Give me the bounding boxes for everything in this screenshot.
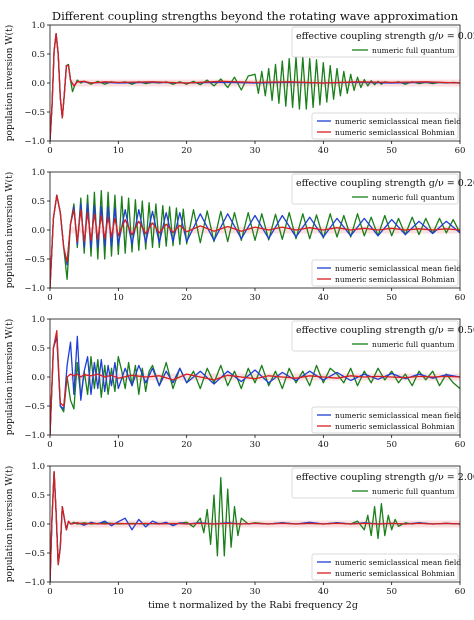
subplot-1: 0 10 20 30 40 50 60 −1.0 −0.5 0.0 0.5 1.0 population… (4, 21, 474, 156)
figure-title: Different coupling strengths beyond the … (52, 9, 459, 23)
y-tick-label: 0.0 (31, 520, 45, 530)
x-tick-label: 0 (47, 440, 52, 450)
x-tick-label: 20 (181, 293, 192, 303)
legend-label-bohmian: numeric semiclassical Bohmian (335, 128, 455, 137)
y-tick-label: 1.0 (31, 168, 45, 178)
x-tick-label: 0 (47, 587, 52, 597)
x-tick-label: 40 (318, 440, 329, 450)
legend-label-mean-field: numeric semiclassical mean field (335, 264, 461, 273)
y-tick-label: 0.5 (31, 197, 45, 207)
y-axis-label: population inversion W(t) (4, 466, 15, 582)
subplot-4: 0 10 20 30 40 50 60 −1.0 −0.5 0.0 0.5 1.0 population… (4, 462, 474, 597)
x-tick-label: 0 (47, 146, 52, 156)
legend-label-full-quantum: numeric full quantum (372, 46, 454, 55)
legend-label-mean-field: numeric semiclassical mean field (335, 411, 461, 420)
legend-label-full-quantum: numeric full quantum (372, 193, 454, 202)
y-axis-label: population inversion W(t) (4, 25, 15, 141)
x-tick-label: 60 (455, 587, 466, 597)
series-line-bohmian (50, 471, 460, 582)
x-tick-label: 50 (386, 587, 397, 597)
y-tick-label: 1.0 (31, 21, 45, 31)
x-tick-label: 50 (386, 440, 397, 450)
y-tick-label: 0.0 (31, 226, 45, 236)
series-line-bohmian (50, 194, 460, 288)
y-tick-label: −1.0 (24, 137, 45, 147)
coupling-label: effective coupling strength g/ν = 0.02 (296, 31, 474, 42)
x-tick-label: 40 (318, 293, 329, 303)
x-tick-label: 10 (113, 146, 124, 156)
legend-label-mean-field: numeric semiclassical mean field (335, 117, 461, 126)
y-tick-label: 0.0 (31, 79, 45, 89)
x-tick-label: 10 (113, 293, 124, 303)
x-tick-label: 50 (386, 146, 397, 156)
legend-label-bohmian: numeric semiclassical Bohmian (335, 275, 455, 284)
y-tick-label: −1.0 (24, 431, 45, 441)
y-tick-label: 0.5 (31, 50, 45, 60)
legend-bottom: numeric semiclassical mean field numeric … (311, 406, 461, 434)
y-tick-label: 0.5 (31, 344, 45, 354)
legend-top: effective coupling strength g/ν = 0.02 nu… (291, 26, 474, 58)
legend-top: effective coupling strength g/ν = 0.20 nu… (291, 173, 474, 205)
x-tick-label: 10 (113, 587, 124, 597)
x-tick-label: 0 (47, 293, 52, 303)
series-line-mean-field (50, 335, 460, 435)
legend-label-mean-field: numeric semiclassical mean field (335, 558, 461, 567)
y-tick-label: −0.5 (24, 255, 45, 265)
y-axis-label: population inversion W(t) (4, 172, 15, 288)
x-tick-label: 60 (455, 146, 466, 156)
x-tick-label: 30 (250, 293, 261, 303)
y-tick-label: −0.5 (24, 108, 45, 118)
subplot-3: 0 10 20 30 40 50 60 −1.0 −0.5 0.0 0.5 1.0 population… (4, 315, 474, 450)
legend-label-full-quantum: numeric full quantum (372, 487, 454, 496)
x-tick-label: 60 (455, 440, 466, 450)
legend-bottom: numeric semiclassical mean field numeric … (311, 112, 461, 140)
legend-label-bohmian: numeric semiclassical Bohmian (335, 422, 455, 431)
y-tick-label: −1.0 (24, 284, 45, 294)
legend-top: effective coupling strength g/ν = 0.50 nu… (291, 320, 474, 352)
legend-label-bohmian: numeric semiclassical Bohmian (335, 569, 455, 578)
x-tick-label: 40 (318, 587, 329, 597)
y-tick-label: 0.5 (31, 491, 45, 501)
y-tick-label: 0.0 (31, 373, 45, 383)
y-tick-label: −0.5 (24, 402, 45, 412)
x-tick-label: 30 (250, 587, 261, 597)
legend-bottom: numeric semiclassical mean field numeric … (311, 553, 461, 581)
x-tick-label: 20 (181, 587, 192, 597)
y-tick-label: −1.0 (24, 578, 45, 588)
y-axis-label: population inversion W(t) (4, 319, 15, 435)
y-tick-label: −0.5 (24, 549, 45, 559)
series-line-bohmian (50, 33, 460, 141)
coupling-label: effective coupling strength g/ν = 0.20 (296, 178, 474, 189)
coupling-label: effective coupling strength g/ν = 0.50 (296, 325, 474, 336)
x-tick-label: 30 (250, 146, 261, 156)
x-tick-label: 20 (181, 440, 192, 450)
coupling-label: effective coupling strength g/ν = 2.00 (296, 472, 474, 483)
legend-label-full-quantum: numeric full quantum (372, 340, 454, 349)
bohmian-spread-band (70, 226, 460, 234)
x-tick-label: 30 (250, 440, 261, 450)
x-axis-label: time t normalized by the Rabi frequency … (148, 600, 358, 611)
x-tick-label: 20 (181, 146, 192, 156)
x-tick-label: 50 (386, 293, 397, 303)
x-tick-label: 60 (455, 293, 466, 303)
series-line-bohmian (50, 329, 460, 435)
panels: 0 10 20 30 40 50 60 −1.0 −0.5 0.0 0.5 1.0 population… (4, 21, 474, 597)
legend-top: effective coupling strength g/ν = 2.00 nu… (291, 467, 474, 499)
subplot-2: 0 10 20 30 40 50 60 −1.0 −0.5 0.0 0.5 1.0 population… (4, 168, 474, 303)
y-tick-label: 1.0 (31, 462, 45, 472)
x-tick-label: 10 (113, 440, 124, 450)
y-tick-label: 1.0 (31, 315, 45, 325)
legend-bottom: numeric semiclassical mean field numeric … (311, 259, 461, 287)
x-tick-label: 40 (318, 146, 329, 156)
